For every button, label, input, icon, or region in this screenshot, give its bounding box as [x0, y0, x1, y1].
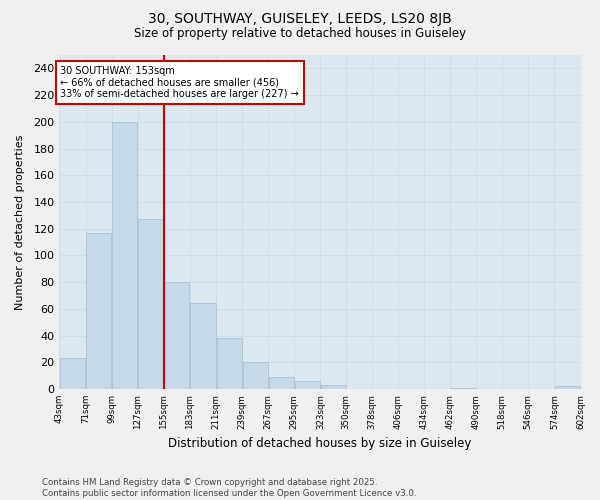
Bar	[321, 385, 346, 389]
Text: 30 SOUTHWAY: 153sqm
← 66% of detached houses are smaller (456)
33% of semi-detac: 30 SOUTHWAY: 153sqm ← 66% of detached ho…	[61, 66, 299, 99]
Bar	[190, 304, 215, 389]
Bar	[164, 282, 190, 389]
Bar	[295, 381, 320, 389]
Bar	[138, 220, 163, 389]
Text: Contains HM Land Registry data © Crown copyright and database right 2025.
Contai: Contains HM Land Registry data © Crown c…	[42, 478, 416, 498]
Bar	[451, 388, 476, 389]
Bar	[86, 232, 111, 389]
Bar	[269, 377, 294, 389]
Bar	[60, 358, 85, 389]
Text: Size of property relative to detached houses in Guiseley: Size of property relative to detached ho…	[134, 28, 466, 40]
Y-axis label: Number of detached properties: Number of detached properties	[15, 134, 25, 310]
Bar	[555, 386, 580, 389]
Text: 30, SOUTHWAY, GUISELEY, LEEDS, LS20 8JB: 30, SOUTHWAY, GUISELEY, LEEDS, LS20 8JB	[148, 12, 452, 26]
Bar	[112, 122, 137, 389]
X-axis label: Distribution of detached houses by size in Guiseley: Distribution of detached houses by size …	[168, 437, 472, 450]
Bar	[242, 362, 268, 389]
Bar	[217, 338, 242, 389]
